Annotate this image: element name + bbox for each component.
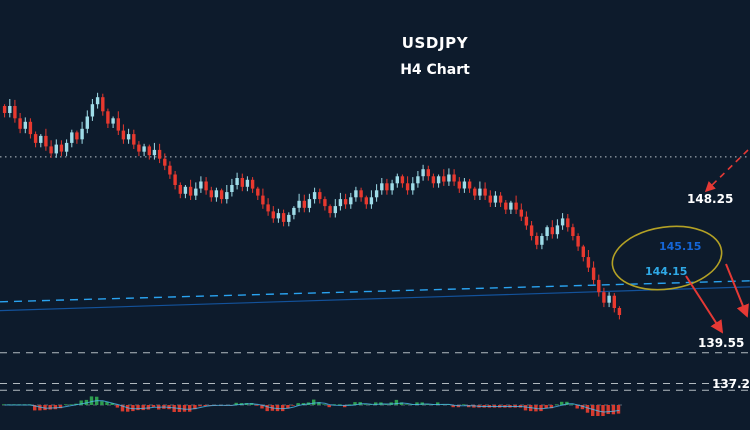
projection-arrows xyxy=(685,149,749,334)
momentum-histogram-layer xyxy=(2,396,622,416)
chart-title-block: USDJPY H4 Chart xyxy=(335,34,535,78)
trendlines-layer xyxy=(0,280,750,312)
highlight-ellipse xyxy=(611,225,723,291)
price-label-support-low: 137.25 xyxy=(712,377,750,391)
price-label-zone-low: 144.15 xyxy=(645,265,688,278)
candles-layer xyxy=(2,92,622,320)
level-lines-layer xyxy=(0,156,750,391)
price-label-support-mid: 139.55 xyxy=(698,336,745,350)
price-label-target: 148.25 xyxy=(687,192,734,206)
symbol-title: USDJPY xyxy=(401,34,469,52)
price-label-zone-high: 145.15 xyxy=(659,240,702,253)
timeframe-subtitle: H4 Chart xyxy=(400,62,470,78)
